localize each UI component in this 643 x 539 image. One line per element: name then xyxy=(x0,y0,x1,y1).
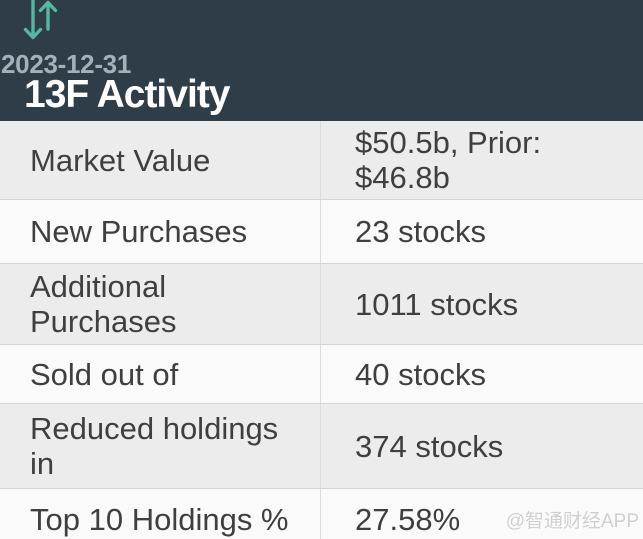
row-value: 40 stocks xyxy=(320,345,643,403)
watermark: @智通财经APP xyxy=(505,511,639,532)
row-label: Sold out of xyxy=(30,356,179,392)
row-value: 23 stocks xyxy=(320,200,643,263)
table-row: New Purchases 23 stocks xyxy=(0,199,643,263)
activity-table: Market Value $50.5b, Prior: $46.8b New P… xyxy=(0,121,643,539)
row-label: Additional Purchases xyxy=(30,269,177,339)
table-row: Top 10 Holdings % 27.58% xyxy=(0,488,643,539)
row-label: New Purchases xyxy=(30,214,248,249)
table-row: Market Value $50.5b, Prior: $46.8b xyxy=(0,121,643,199)
row-value: 374 stocks xyxy=(320,404,643,488)
row-label: Top 10 Holdings % xyxy=(30,502,289,537)
row-label: Reduced holdings in xyxy=(30,411,279,481)
row-value: $50.5b, Prior: $46.8b xyxy=(320,121,643,199)
report-date: 2023-12-31 xyxy=(1,49,131,79)
page-title: 13F Activity xyxy=(24,73,230,116)
row-label: Market Value xyxy=(30,142,211,178)
table-row: Additional Purchases 1011 stocks xyxy=(0,263,643,344)
row-value: 27.58% xyxy=(320,489,643,539)
table-row: Sold out of 40 stocks xyxy=(0,344,643,403)
table-row: Reduced holdings in 374 stocks xyxy=(0,403,643,488)
row-value: 1011 stocks xyxy=(320,264,643,344)
card-header: 2023-12-31 13F Activity xyxy=(0,0,643,121)
up-down-arrows-icon[interactable] xyxy=(20,0,60,41)
